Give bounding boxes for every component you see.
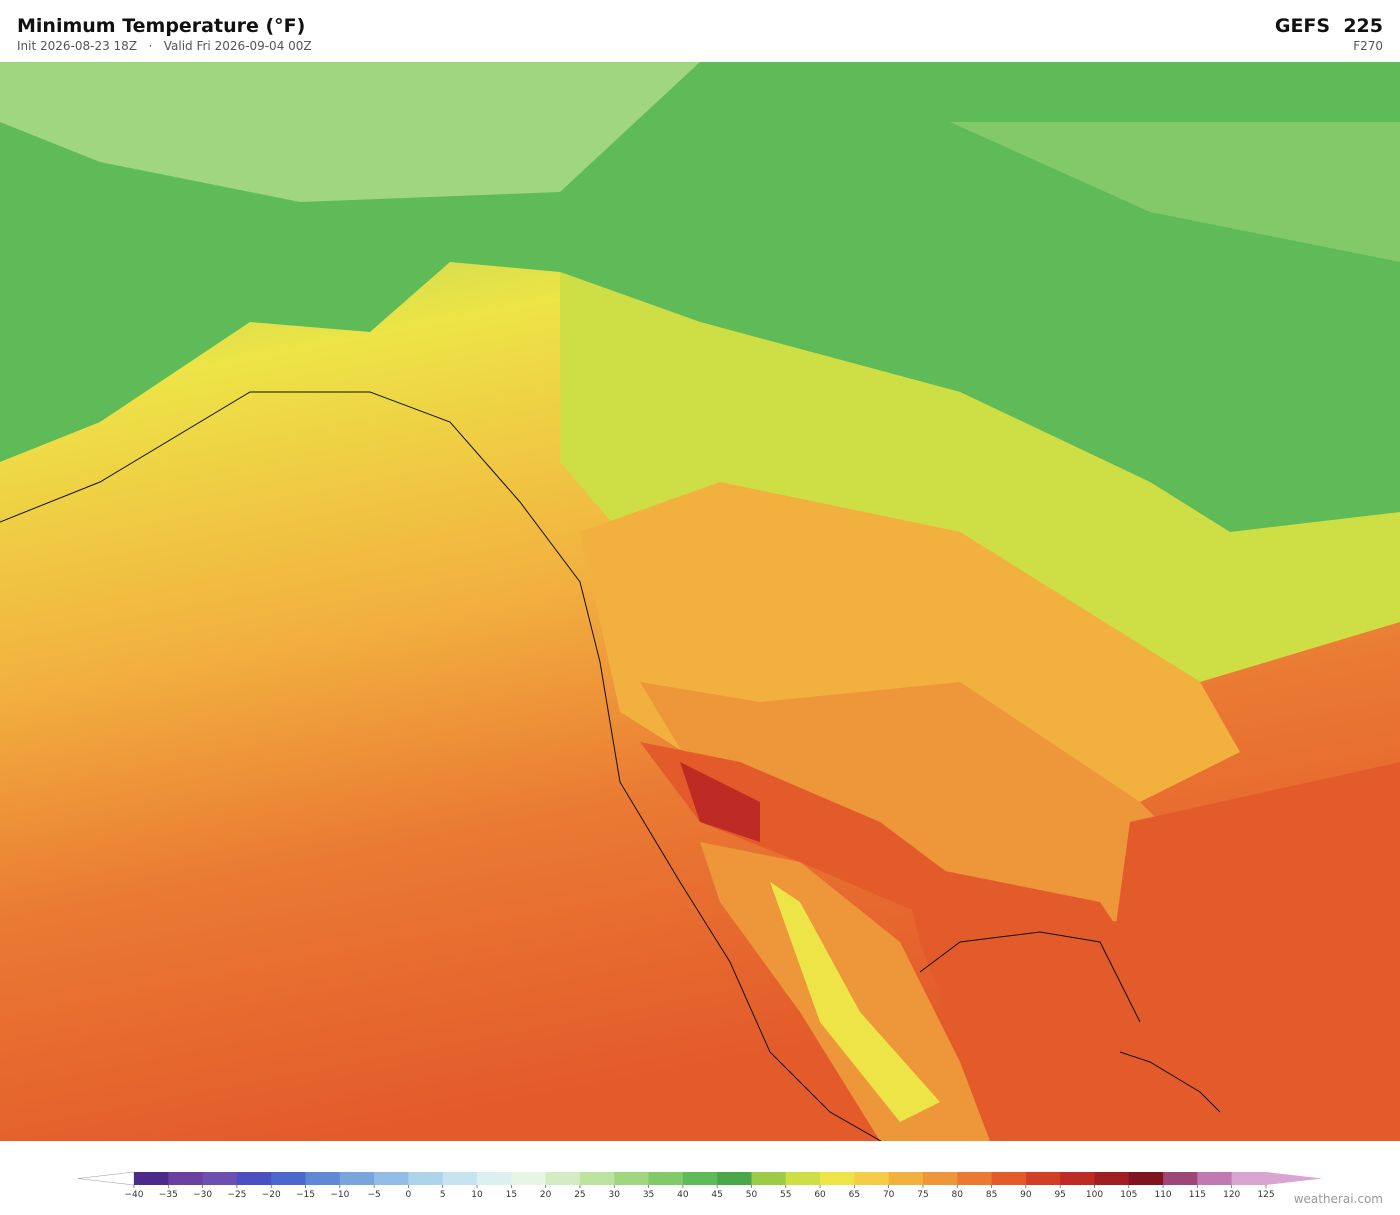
colorbar-segment	[682, 1172, 718, 1185]
watermark: weatherai.com	[1293, 1192, 1383, 1206]
colorbar-segment	[1025, 1172, 1061, 1185]
colorbar-segment	[717, 1172, 752, 1185]
colorbar-tick-label: 15	[506, 1190, 517, 1200]
colorbar-segment	[785, 1172, 821, 1185]
colorbar-segment	[408, 1172, 444, 1185]
colorbar-tick-label: −30	[193, 1190, 212, 1200]
colorbar-tick-label: 40	[677, 1190, 689, 1200]
colorbar-segment	[168, 1172, 204, 1185]
colorbar-tick-label: 95	[1054, 1190, 1065, 1200]
colorbar-segment	[648, 1172, 684, 1185]
colorbar-under	[77, 1171, 135, 1186]
colorbar-segment	[1060, 1172, 1095, 1185]
model-label: GEFS 225	[1274, 15, 1383, 37]
colorbar-tick-label: 35	[643, 1190, 654, 1200]
colorbar-segment	[854, 1172, 890, 1185]
colorbar-tick-label: 0	[406, 1190, 412, 1200]
colorbar-tick-label: 30	[609, 1190, 621, 1200]
colorbar-segment	[202, 1172, 238, 1185]
colorbar-segment	[888, 1172, 924, 1185]
colorbar-tick-label: 100	[1086, 1190, 1103, 1200]
colorbar-over	[1266, 1172, 1322, 1185]
colorbar-tick-label: 25	[574, 1190, 585, 1200]
colorbar-segment	[477, 1172, 512, 1185]
colorbar-segment	[339, 1172, 375, 1185]
colorbar-segment	[305, 1172, 341, 1185]
colorbar-tick-label: 90	[1020, 1190, 1032, 1200]
colorbar-segment	[820, 1172, 855, 1185]
colorbar-segment	[1094, 1172, 1130, 1185]
colorbar-tick-label: 45	[711, 1190, 722, 1200]
colorbar-tick-label: 60	[814, 1190, 826, 1200]
forecast-hour: F270	[1353, 39, 1383, 53]
colorbar-tick-label: 105	[1120, 1190, 1137, 1200]
colorbar-tick-label: 5	[440, 1190, 446, 1200]
colorbar-segment	[751, 1172, 787, 1185]
colorbar-segment	[922, 1172, 958, 1185]
colorbar-tick-label: −25	[227, 1190, 246, 1200]
colorbar-segment	[991, 1172, 1027, 1185]
colorbar-segment	[1231, 1172, 1267, 1185]
colorbar-tick-label: 65	[849, 1190, 860, 1200]
colorbar-tick-label: −20	[262, 1190, 281, 1200]
colorbar-segment	[614, 1172, 650, 1185]
colorbar-tick-label: −15	[296, 1190, 315, 1200]
colorbar-segment	[271, 1172, 307, 1185]
colorbar-tick-label: 10	[471, 1190, 483, 1200]
colorbar-segment	[442, 1172, 478, 1185]
colorbar-segment	[374, 1172, 409, 1185]
colorbar-tick-label: −35	[159, 1190, 178, 1200]
colorbar-tick-label: 125	[1257, 1190, 1274, 1200]
colorbar-tick-label: 80	[952, 1190, 964, 1200]
colorbar-tick-label: 120	[1223, 1190, 1240, 1200]
colorbar-tick-label: 50	[746, 1190, 758, 1200]
colorbar-tick-label: −40	[125, 1190, 144, 1200]
colorbar-segment	[511, 1172, 547, 1185]
colorbar-tick-label: 20	[540, 1190, 552, 1200]
colorbar-tick-label: −10	[330, 1190, 349, 1200]
colorbar-tick-label: 85	[986, 1190, 997, 1200]
colorbar-tick-label: −5	[367, 1190, 380, 1200]
colorbar-tick-label: 75	[917, 1190, 928, 1200]
colorbar-tick-label: 70	[883, 1190, 895, 1200]
colorbar-segment	[134, 1172, 169, 1185]
colorbar-tick-label: 115	[1189, 1190, 1206, 1200]
colorbar-segment	[1197, 1172, 1233, 1185]
colorbar-segment	[1128, 1172, 1164, 1185]
colorbar-segment	[957, 1172, 993, 1185]
colorbar-tick-label: 110	[1154, 1190, 1171, 1200]
colorbar-segment	[1163, 1172, 1198, 1185]
map	[0, 62, 1400, 1141]
colorbar-segment	[545, 1172, 581, 1185]
subtitle: Init 2026-08-23 18Z · Valid Fri 2026-09-…	[17, 39, 312, 53]
title: Minimum Temperature (°F)	[17, 15, 306, 37]
colorbar-segment	[236, 1172, 272, 1185]
colorbar: −40 −35 −30 −25 −20 −15 −10 −5 0 5 10 15 20 25 30 35 40 4…	[77, 1171, 1322, 1200]
colorbar-tick-label: 55	[780, 1190, 791, 1200]
colorbar-segment	[579, 1172, 615, 1185]
